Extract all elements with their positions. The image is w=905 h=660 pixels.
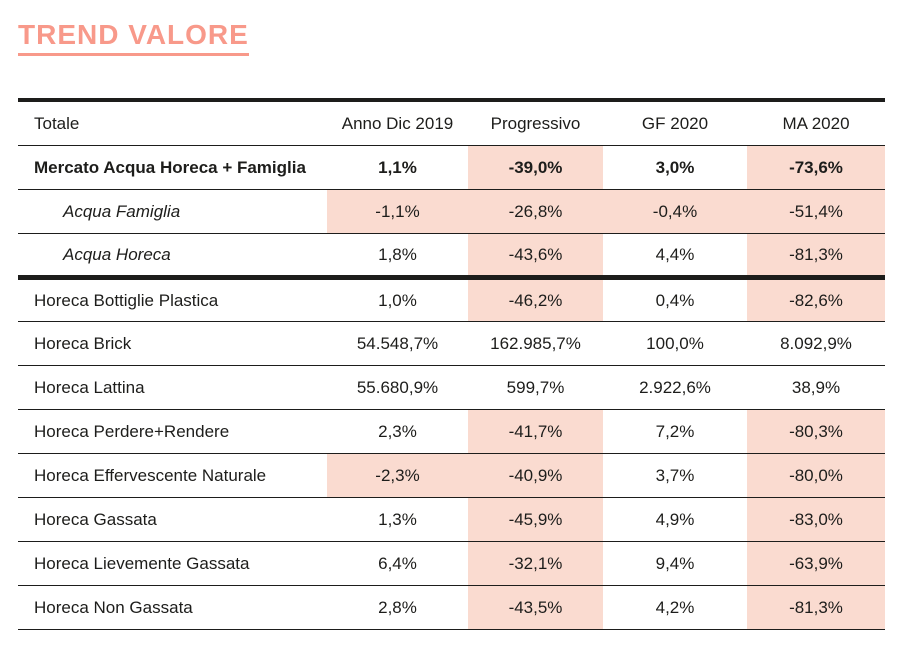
value-cell: 1,3% xyxy=(327,497,468,543)
value-cell-highlighted: -43,6% xyxy=(468,233,603,281)
row-label: Horeca Lattina xyxy=(18,365,327,411)
value-cell: 1,8% xyxy=(327,233,468,281)
value-cell-highlighted: -80,3% xyxy=(747,409,885,455)
value-cell-highlighted: -1,1% xyxy=(327,189,468,235)
column-header-ma-2020: MA 2020 xyxy=(747,99,885,147)
value-cell: 1,1% xyxy=(327,145,468,191)
table-row-horeca-gassata: Horeca Gassata 1,3% -45,9% 4,9% -83,0% xyxy=(18,497,885,543)
value-cell-highlighted: -73,6% xyxy=(747,145,885,191)
value-cell-highlighted: -46,2% xyxy=(468,277,603,323)
row-label: Horeca Non Gassata xyxy=(18,585,327,631)
value-cell: 8.092,9% xyxy=(747,321,885,367)
value-cell: 54.548,7% xyxy=(327,321,468,367)
value-cell: 4,9% xyxy=(603,497,747,543)
column-header-progressivo: Progressivo xyxy=(468,99,603,147)
value-cell-highlighted: -45,9% xyxy=(468,497,603,543)
value-cell-highlighted: -32,1% xyxy=(468,541,603,587)
row-label: Horeca Brick xyxy=(18,321,327,367)
table-row-horeca-lattina: Horeca Lattina 55.680,9% 599,7% 2.922,6% 38,… xyxy=(18,365,885,411)
value-cell: 1,0% xyxy=(327,277,468,323)
value-cell: 100,0% xyxy=(603,321,747,367)
row-label: Acqua Famiglia xyxy=(18,189,327,235)
table-row-horeca-bottiglie-plastica: Horeca Bottiglie Plastica 1,0% -46,2% 0,4% -… xyxy=(18,277,885,323)
value-cell-highlighted: -0,4% xyxy=(603,189,747,235)
column-header-gf-2020: GF 2020 xyxy=(603,99,747,147)
column-header-anno-dic-2019: Anno Dic 2019 xyxy=(327,99,468,147)
value-cell-highlighted: -43,5% xyxy=(468,585,603,631)
value-cell-highlighted: -51,4% xyxy=(747,189,885,235)
value-cell: 2,3% xyxy=(327,409,468,455)
table-row-horeca-brick: Horeca Brick 54.548,7% 162.985,7% 100,0% 8.0… xyxy=(18,321,885,367)
table-row-mercato-acqua-horeca-famiglia: Mercato Acqua Horeca + Famiglia 1,1% -39,0… xyxy=(18,145,885,191)
value-cell-highlighted: -80,0% xyxy=(747,453,885,499)
table-row-horeca-perdere-rendere: Horeca Perdere+Rendere 2,3% -41,7% 7,2% -80,… xyxy=(18,409,885,455)
value-cell: 4,2% xyxy=(603,585,747,631)
table-body: Mercato Acqua Horeca + Famiglia 1,1% -39,0… xyxy=(18,145,885,631)
value-cell-highlighted: -83,0% xyxy=(747,497,885,543)
value-cell: 55.680,9% xyxy=(327,365,468,411)
value-cell-highlighted: -63,9% xyxy=(747,541,885,587)
value-cell: 0,4% xyxy=(603,277,747,323)
row-label: Horeca Effervescente Naturale xyxy=(18,453,327,499)
value-cell: 599,7% xyxy=(468,365,603,411)
value-cell-highlighted: -81,3% xyxy=(747,233,885,281)
row-label: Horeca Lievemente Gassata xyxy=(18,541,327,587)
value-cell: 162.985,7% xyxy=(468,321,603,367)
page-title: TREND VALORE xyxy=(18,19,249,56)
table-row-acqua-famiglia: Acqua Famiglia -1,1% -26,8% -0,4% -51,4% xyxy=(18,189,885,235)
value-cell: 6,4% xyxy=(327,541,468,587)
table-header-row: Totale Anno Dic 2019 Progressivo GF 2020 MA … xyxy=(18,99,885,147)
column-header-totale: Totale xyxy=(18,99,327,147)
table-row-horeca-effervescente-naturale: Horeca Effervescente Naturale -2,3% -40,9%… xyxy=(18,453,885,499)
table-row-horeca-non-gassata: Horeca Non Gassata 2,8% -43,5% 4,2% -81,3% xyxy=(18,585,885,631)
value-cell: 3,0% xyxy=(603,145,747,191)
value-cell: 9,4% xyxy=(603,541,747,587)
row-label: Horeca Bottiglie Plastica xyxy=(18,277,327,323)
row-label: Horeca Perdere+Rendere xyxy=(18,409,327,455)
table-header: Totale Anno Dic 2019 Progressivo GF 2020 MA … xyxy=(18,99,885,147)
row-label: Horeca Gassata xyxy=(18,497,327,543)
row-label: Acqua Horeca xyxy=(18,233,327,281)
table-row-horeca-lievemente-gassata: Horeca Lievemente Gassata 6,4% -32,1% 9,4% -… xyxy=(18,541,885,587)
value-cell-highlighted: -40,9% xyxy=(468,453,603,499)
value-cell-highlighted: -82,6% xyxy=(747,277,885,323)
value-cell-highlighted: -26,8% xyxy=(468,189,603,235)
value-cell: 2,8% xyxy=(327,585,468,631)
row-label: Mercato Acqua Horeca + Famiglia xyxy=(18,145,327,191)
value-cell: 4,4% xyxy=(603,233,747,281)
value-cell: 38,9% xyxy=(747,365,885,411)
value-cell-highlighted: -2,3% xyxy=(327,453,468,499)
value-cell: 7,2% xyxy=(603,409,747,455)
value-cell-highlighted: -39,0% xyxy=(468,145,603,191)
value-cell-highlighted: -81,3% xyxy=(747,585,885,631)
trend-valore-table: Totale Anno Dic 2019 Progressivo GF 2020 MA … xyxy=(18,97,885,631)
report-page: TREND VALORE Totale Anno Dic 2019 Progress… xyxy=(18,19,885,631)
value-cell: 3,7% xyxy=(603,453,747,499)
value-cell-highlighted: -41,7% xyxy=(468,409,603,455)
table-row-acqua-horeca: Acqua Horeca 1,8% -43,6% 4,4% -81,3% xyxy=(18,233,885,281)
value-cell: 2.922,6% xyxy=(603,365,747,411)
